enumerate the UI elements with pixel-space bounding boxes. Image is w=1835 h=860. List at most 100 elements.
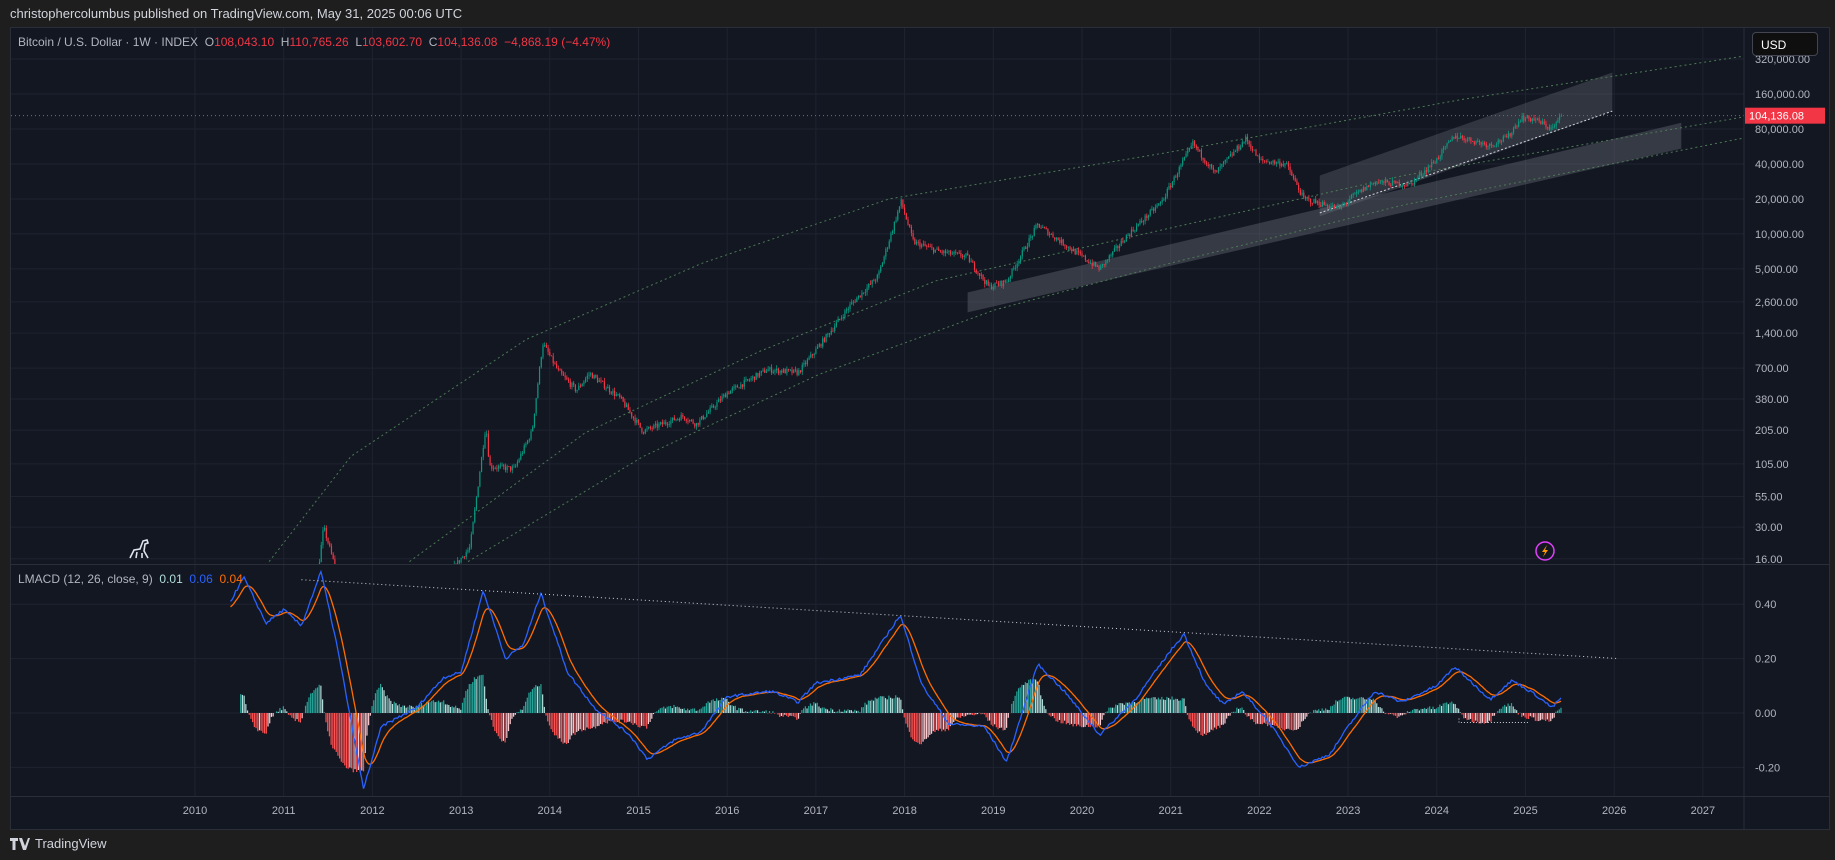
price-tick-label: 30.00: [1755, 522, 1783, 534]
histogram-bar: [1307, 713, 1310, 714]
histogram-bar: [985, 713, 987, 718]
candle-body: [731, 388, 733, 391]
histogram-bar: [371, 706, 373, 713]
candle-body: [649, 426, 652, 429]
histogram-bar: [501, 713, 503, 742]
histogram-bar: [668, 706, 670, 713]
histogram-bar: [257, 713, 259, 732]
candle-body: [912, 233, 914, 239]
candle-body: [786, 369, 788, 374]
candle-body: [625, 404, 628, 407]
histogram-bar: [325, 713, 327, 723]
candle-body: [714, 406, 716, 408]
histogram-bar: [753, 710, 755, 713]
candle-body: [730, 390, 732, 394]
histogram-bar: [1480, 713, 1482, 724]
histogram-bar: [678, 707, 680, 713]
histogram-bar: [460, 709, 462, 713]
histogram-bar: [936, 713, 938, 730]
candle-body: [353, 620, 354, 626]
candle-body: [1325, 205, 1327, 206]
candle-body: [1048, 234, 1051, 236]
candle-body: [1359, 189, 1361, 192]
histogram-bar: [524, 701, 527, 713]
candle-body: [1052, 233, 1054, 238]
candle-body: [1366, 185, 1368, 191]
candle-body: [254, 807, 255, 811]
histogram-bar: [685, 710, 687, 713]
histogram-bar: [1318, 709, 1320, 713]
candle-body: [1543, 121, 1545, 124]
candle-body: [345, 593, 346, 598]
candle-body: [1349, 198, 1351, 202]
histogram-bar: [635, 713, 638, 725]
candle-body: [846, 309, 848, 311]
histogram-bar: [702, 706, 704, 713]
macd-legend: LMACD (12, 26, close, 9) 0.01 0.06 0.04: [18, 572, 243, 586]
candle-body: [370, 646, 371, 648]
histogram-bar: [1106, 711, 1108, 713]
candle-body: [348, 601, 349, 611]
histogram-bar: [1461, 713, 1463, 715]
candle-body: [576, 389, 578, 392]
candle-body: [827, 333, 829, 335]
histogram-bar: [1355, 698, 1357, 713]
candle-body: [970, 261, 972, 263]
histogram-bar: [1019, 687, 1021, 713]
histogram-bar: [530, 691, 532, 713]
candle-body: [907, 219, 909, 225]
candle-body: [654, 423, 657, 426]
candle-body: [834, 326, 836, 331]
candle-body: [823, 338, 826, 342]
candle-body: [631, 412, 633, 417]
histogram-bar: [954, 713, 957, 720]
candle-body: [1234, 151, 1237, 152]
histogram-bar: [1446, 702, 1448, 713]
candle-body: [1499, 140, 1501, 142]
histogram-bar: [504, 713, 506, 743]
histogram-bar: [1173, 699, 1175, 713]
candle-body: [598, 380, 600, 383]
candle-body: [472, 522, 474, 535]
histogram-bar: [1435, 708, 1438, 713]
candle-body: [697, 422, 699, 425]
candle-body: [881, 263, 884, 267]
candle-body: [1228, 156, 1230, 159]
histogram-bar: [1365, 699, 1368, 713]
candle-body: [958, 252, 960, 254]
candle-body: [1019, 256, 1022, 262]
candle-body: [1335, 206, 1337, 209]
candle-body: [596, 377, 599, 383]
histogram-bar: [455, 705, 457, 713]
candle-body: [1504, 136, 1506, 138]
histogram-bar: [796, 713, 798, 720]
candle-body: [707, 411, 710, 414]
candle-body: [1132, 229, 1134, 231]
candle-body: [1506, 136, 1508, 138]
histogram-bar: [1478, 713, 1480, 724]
currency-button[interactable]: USD: [1752, 32, 1818, 56]
price-tick-label: 40,000.00: [1755, 159, 1804, 171]
histogram-bar: [803, 708, 805, 713]
candle-body: [1309, 199, 1312, 204]
candle-body: [1193, 141, 1196, 146]
candle-body: [646, 428, 648, 430]
histogram-bar: [1186, 713, 1189, 716]
candle-body: [997, 283, 1000, 285]
histogram-bar: [1260, 713, 1262, 725]
chart-frame[interactable]: [10, 27, 1830, 830]
histogram-bar: [538, 686, 540, 713]
histogram-bar: [451, 706, 453, 713]
histogram-bar: [901, 709, 904, 713]
histogram-bar: [1202, 713, 1204, 736]
candle-body: [1248, 141, 1250, 145]
histogram-bar: [368, 713, 370, 726]
candle-body: [1033, 228, 1035, 236]
candle-body: [1492, 145, 1494, 147]
candle-body: [389, 625, 390, 629]
histogram-bar: [1425, 708, 1427, 713]
candle-body: [1030, 236, 1032, 239]
histogram-bar: [1193, 713, 1195, 729]
candle-body: [1216, 171, 1218, 173]
